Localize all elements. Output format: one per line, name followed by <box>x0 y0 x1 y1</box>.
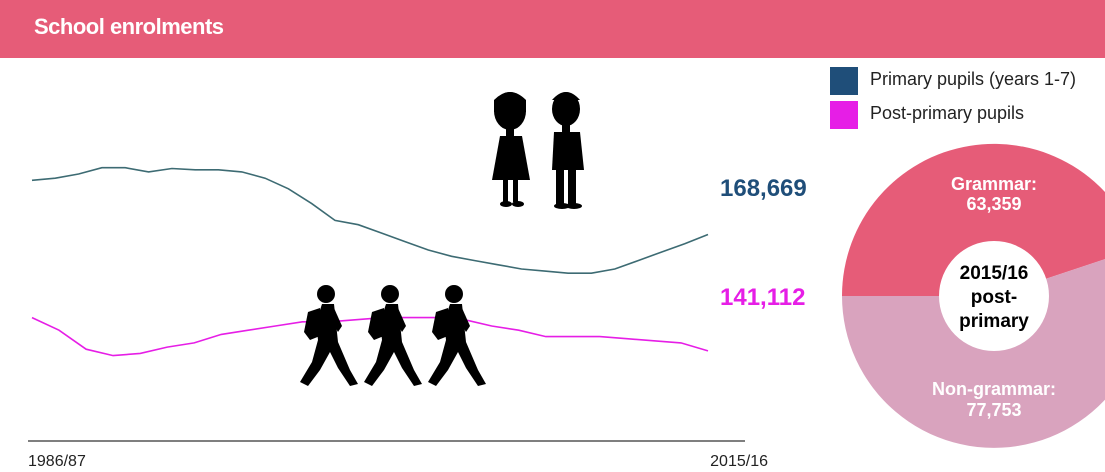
legend-label-primary: Primary pupils (years 1-7) <box>870 69 1077 89</box>
walking-student-icon <box>300 285 358 386</box>
donut-hole <box>939 241 1049 351</box>
slice-label-non-grammar: Non-grammar: <box>932 379 1056 399</box>
pie-slice-grammar <box>842 143 1105 296</box>
slice-value-grammar: 63,359 <box>966 194 1021 214</box>
legend-swatch-primary <box>830 67 858 95</box>
end-label-primary: 168,669 <box>720 175 807 202</box>
boy-silhouette-icon <box>552 92 584 209</box>
header-bar: School enrolments <box>0 0 1105 58</box>
walking-student-icon <box>428 285 486 386</box>
x-tick-label-end: 2015/16 <box>710 453 768 470</box>
x-tick-label-start: 1986/87 <box>28 453 86 470</box>
series-line-primary <box>31 166 709 274</box>
legend-label-post-primary: Post-primary pupils <box>870 103 1025 123</box>
donut-chart: 2015/16 post- primary Grammar: 63,359 No… <box>842 143 1105 448</box>
series-line-post-primary <box>31 316 709 357</box>
girl-silhouette-icon <box>492 92 530 207</box>
donut-center-line-1: 2015/16 <box>960 263 1029 284</box>
donut-center-line-2: post- <box>971 287 1017 308</box>
legend-swatch-post-primary <box>830 101 858 129</box>
walking-student-icon <box>364 285 422 386</box>
donut-center-line-3: primary <box>959 311 1029 332</box>
page-title: School enrolments <box>34 14 224 39</box>
slice-value-non-grammar: 77,753 <box>966 400 1021 420</box>
end-label-post-primary: 141,112 <box>720 284 805 311</box>
slice-label-grammar: Grammar: <box>951 174 1037 194</box>
